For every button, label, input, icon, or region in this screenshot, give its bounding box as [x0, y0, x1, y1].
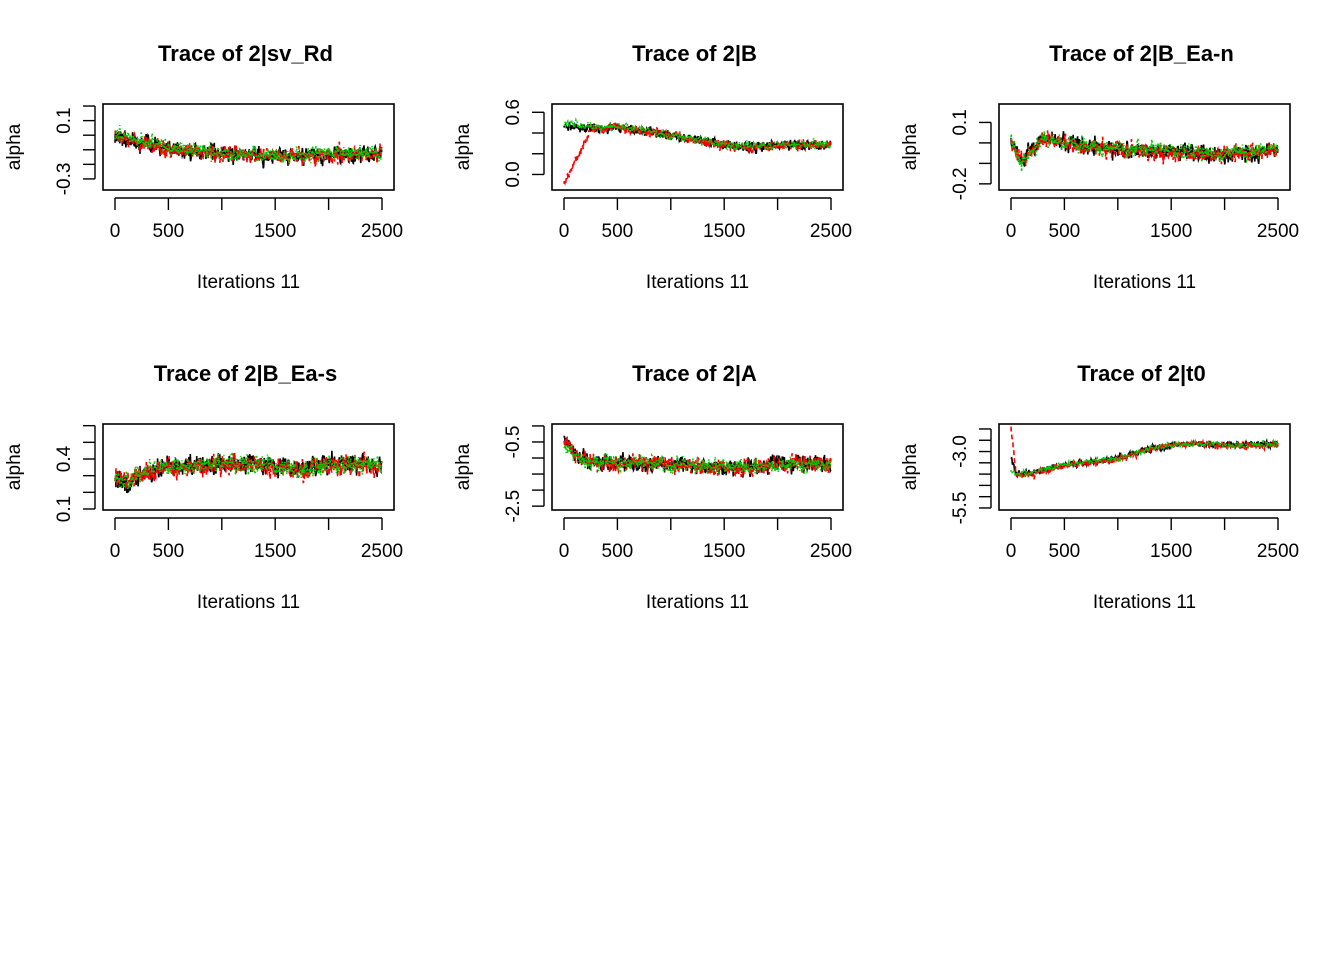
x-tick-label: 1500: [1150, 221, 1192, 242]
x-axis: 0 500 1500 2500: [110, 517, 403, 562]
x-tick-label: 2500: [810, 541, 852, 562]
panel-title: Trace of 2|A: [632, 361, 757, 386]
trace-series-chain-3: [114, 452, 383, 490]
y-axis: -0.2 0.1: [950, 109, 992, 200]
trace-lines: [114, 450, 383, 494]
x-tick-label: 500: [1049, 221, 1081, 242]
x-axis-label: Iterations 11: [197, 592, 300, 613]
y-tick-label: -3.0: [950, 435, 971, 468]
x-axis-label: Iterations 11: [197, 272, 300, 293]
y-axis: 0.0 0.6: [503, 99, 545, 188]
x-tick-label: 500: [602, 221, 634, 242]
x-axis-label: Iterations 11: [1093, 272, 1196, 293]
x-tick-label: 2500: [1257, 541, 1299, 562]
trace-lines: [1010, 426, 1279, 480]
y-tick-label: -2.5: [503, 490, 524, 523]
trace-lines: [563, 117, 832, 186]
y-tick-label: 0.1: [54, 107, 75, 133]
trace-panel-4: Trace of 2|B_Ea-s 0 500 1500 2500 Iterations …: [4, 361, 403, 613]
x-axis: 0 500 1500 2500: [559, 517, 852, 562]
x-tick-label: 2500: [361, 541, 403, 562]
x-tick-label: 500: [153, 221, 185, 242]
trace-series-chain-3: [1010, 130, 1279, 172]
y-axis: 0.1 0.4: [54, 424, 96, 522]
x-tick-label: 500: [1049, 541, 1081, 562]
plot-box: [551, 103, 844, 191]
y-tick-label: 0.6: [503, 99, 524, 125]
x-tick-label: 1500: [703, 221, 745, 242]
x-tick-label: 500: [602, 541, 634, 562]
y-tick-label: -0.5: [503, 426, 524, 459]
x-axis: 0 500 1500 2500: [1006, 197, 1299, 242]
trace-lines: [563, 435, 832, 478]
x-tick-label: 1500: [703, 541, 745, 562]
panel-title: Trace of 2|t0: [1077, 361, 1205, 386]
trace-series-chain-3: [563, 442, 832, 477]
x-axis-label: Iterations 11: [1093, 592, 1196, 613]
panel-title: Trace of 2|B_Ea-s: [154, 361, 337, 386]
y-tick-label: -0.3: [54, 163, 75, 196]
y-axis-label: alpha: [4, 443, 25, 490]
x-tick-label: 500: [153, 541, 185, 562]
y-tick-label: 0.1: [950, 109, 971, 135]
y-axis-label: alpha: [900, 443, 921, 490]
trace-series-chain-3: [1010, 438, 1279, 479]
x-tick-label: 1500: [254, 221, 296, 242]
y-tick-label: 0.0: [503, 161, 524, 187]
trace-lines: [114, 125, 383, 169]
plot-box: [102, 423, 395, 511]
x-axis: 0 500 1500 2500: [110, 197, 403, 242]
trace-panel-2: Trace of 2|B 0 500 1500 2500 Iterations 11 0.0…: [453, 41, 852, 293]
y-axis-label: alpha: [4, 123, 25, 170]
y-axis: -2.5 -0.5: [503, 425, 545, 523]
x-tick-label: 2500: [1257, 221, 1299, 242]
panel-title: Trace of 2|B: [632, 41, 757, 66]
plot-box: [551, 423, 844, 511]
trace-panel-5: Trace of 2|A 0 500 1500 2500 Iterations 11 -2.…: [453, 361, 852, 613]
trace-panel-6: Trace of 2|t0 0 500 1500 2500 Iterations 11 -5…: [900, 361, 1299, 613]
x-axis-label: Iterations 11: [646, 272, 749, 293]
x-axis: 0 500 1500 2500: [559, 197, 852, 242]
x-axis: 0 500 1500 2500: [1006, 517, 1299, 562]
y-tick-label: -0.2: [950, 167, 971, 200]
y-axis-label: alpha: [453, 123, 474, 170]
trace-series-chain-3: [114, 125, 383, 165]
plot-box: [998, 423, 1291, 511]
trace-lines: [1010, 130, 1279, 172]
x-tick-label: 0: [110, 541, 121, 562]
plot-box: [998, 103, 1291, 191]
x-tick-label: 0: [559, 221, 570, 242]
y-axis-label: alpha: [453, 443, 474, 490]
x-tick-label: 0: [1006, 221, 1017, 242]
y-axis: -5.5 -3.0: [950, 428, 992, 525]
x-tick-label: 2500: [361, 221, 403, 242]
y-tick-label: -5.5: [950, 492, 971, 525]
trace-panel-3: Trace of 2|B_Ea-n 0 500 1500 2500 Iterations …: [900, 41, 1299, 293]
trace-series-chain-2: [114, 451, 383, 490]
x-tick-label: 0: [1006, 541, 1017, 562]
panel-title: Trace of 2|B_Ea-n: [1049, 41, 1234, 66]
trace-series-chain-2: [114, 130, 383, 168]
y-tick-label: 0.1: [54, 496, 75, 522]
x-tick-label: 1500: [1150, 541, 1192, 562]
x-axis-label: Iterations 11: [646, 592, 749, 613]
y-tick-label: 0.4: [54, 445, 75, 472]
x-tick-label: 1500: [254, 541, 296, 562]
plot-box: [102, 103, 395, 191]
trace-panel-1: Trace of 2|sv_Rd 0 500 1500 2500 Iterations 1…: [4, 41, 403, 293]
x-tick-label: 0: [559, 541, 570, 562]
y-axis: -0.3 0.1: [54, 105, 96, 196]
x-tick-label: 0: [110, 221, 121, 242]
panel-title: Trace of 2|sv_Rd: [158, 41, 333, 66]
x-tick-label: 2500: [810, 221, 852, 242]
y-axis-label: alpha: [900, 123, 921, 170]
